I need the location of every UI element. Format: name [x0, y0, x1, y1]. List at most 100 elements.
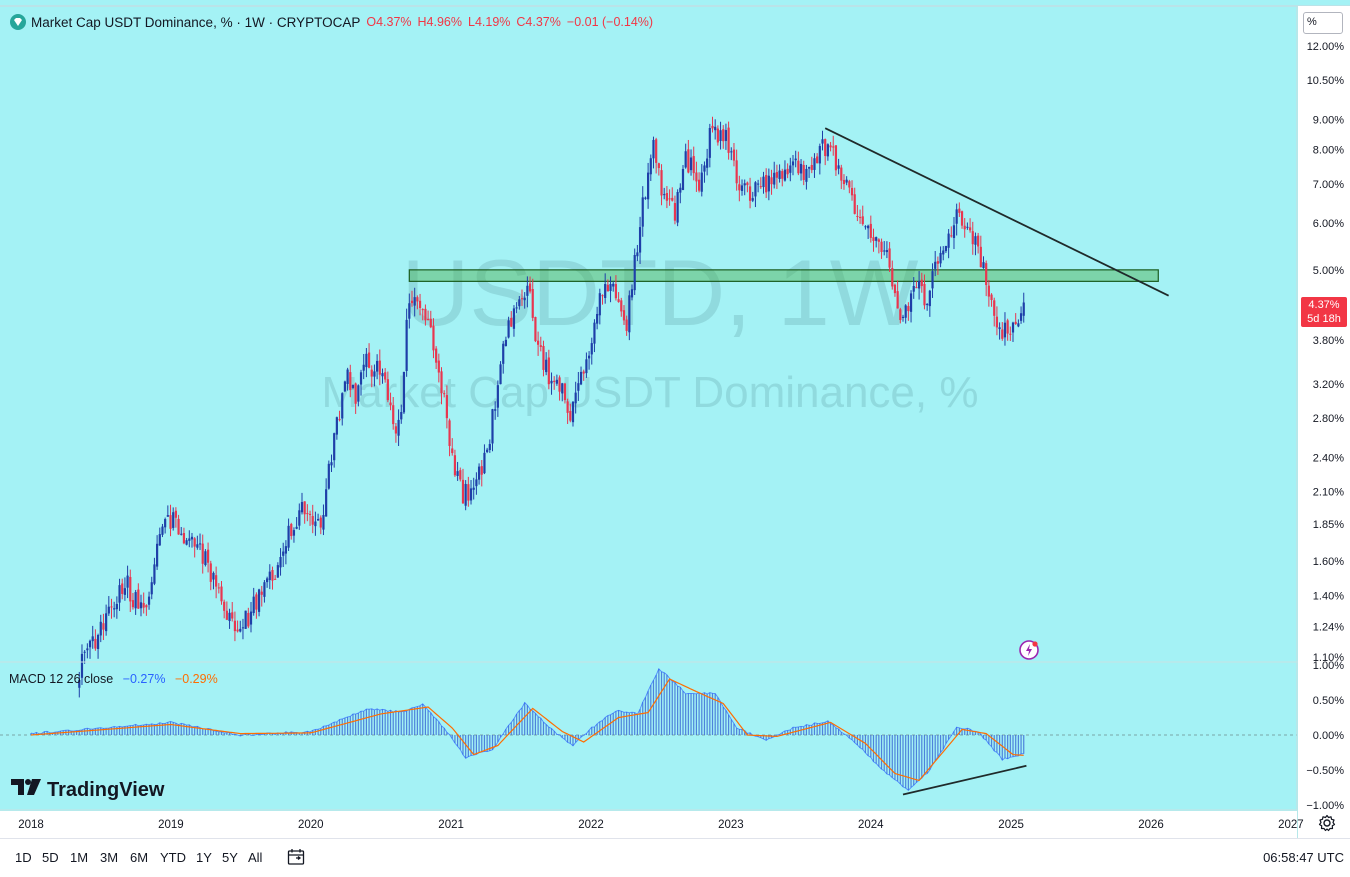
candle — [290, 522, 293, 540]
symbol-legend[interactable]: Market Cap USDT Dominance, % · 1W · CRYP… — [10, 14, 653, 30]
candle — [448, 418, 451, 457]
candle — [86, 643, 89, 659]
descending-trendline[interactable] — [824, 127, 1170, 297]
clock-utc[interactable]: 06:58:47 UTC — [1263, 850, 1344, 865]
candle — [958, 202, 961, 217]
macd-tick-label: −0.50% — [1306, 765, 1344, 777]
candle — [547, 349, 550, 390]
lightning-event-icon[interactable] — [1018, 639, 1040, 661]
candle — [649, 154, 652, 181]
candle — [381, 368, 384, 384]
candle — [88, 639, 92, 659]
candle — [842, 174, 846, 190]
resistance-zone[interactable] — [408, 269, 1159, 282]
bullish-divergence-line[interactable] — [902, 764, 1027, 796]
candle — [198, 533, 202, 551]
candle — [526, 276, 529, 308]
candle — [585, 352, 588, 378]
candle — [995, 306, 999, 336]
candle — [263, 580, 266, 603]
candle — [697, 172, 701, 193]
range-button-6m[interactable]: 6M — [130, 850, 149, 865]
scale-mode-toggle[interactable]: % — [1303, 12, 1343, 34]
candle — [778, 164, 781, 183]
candle — [413, 287, 416, 317]
macd-tick-label: 0.50% — [1313, 695, 1344, 707]
candle — [142, 592, 145, 614]
macd-tick-label: 0.00% — [1313, 730, 1344, 742]
candle — [901, 314, 905, 322]
candle — [145, 604, 148, 616]
candle — [416, 295, 419, 310]
price-tick-label: 1.85% — [1313, 519, 1344, 531]
range-button-ytd[interactable]: YTD — [160, 850, 186, 865]
candle — [990, 293, 993, 307]
candle — [732, 142, 736, 167]
candle — [528, 276, 532, 294]
candle — [783, 160, 787, 182]
range-button-3m[interactable]: 3M — [100, 850, 119, 865]
candle — [590, 337, 593, 365]
candle — [797, 151, 800, 176]
candle — [850, 180, 854, 201]
candle — [161, 523, 164, 538]
candle — [488, 439, 491, 453]
candle — [614, 275, 618, 301]
candle — [923, 274, 926, 310]
candle — [909, 290, 913, 323]
price-tick-label: 3.80% — [1313, 335, 1344, 347]
candle — [394, 423, 398, 443]
candle — [370, 365, 373, 388]
candle — [102, 613, 105, 641]
candle — [652, 136, 655, 169]
settings-gear-icon[interactable] — [1318, 814, 1336, 832]
candle — [80, 644, 84, 685]
candle — [507, 316, 510, 339]
candle — [971, 221, 974, 255]
range-button-5y[interactable]: 5Y — [222, 850, 238, 865]
candle — [915, 281, 918, 289]
candle — [934, 250, 937, 277]
range-button-1m[interactable]: 1M — [70, 850, 89, 865]
range-button-5d[interactable]: 5D — [42, 850, 59, 865]
macd-legend[interactable]: MACD 12 26 close −0.27% −0.29% — [9, 672, 218, 686]
candle — [316, 513, 320, 521]
candle — [354, 382, 357, 414]
candle — [424, 304, 427, 326]
candle — [397, 409, 400, 447]
macd-line — [30, 667, 1024, 792]
candle — [751, 191, 754, 203]
candle — [853, 187, 856, 215]
candle — [977, 232, 980, 254]
candle — [807, 166, 811, 178]
tradingview-logo[interactable]: TradingView — [11, 778, 164, 802]
trendline-layer[interactable] — [824, 127, 1170, 297]
candle — [91, 625, 94, 649]
candle — [789, 157, 792, 182]
price-tick-label: 2.80% — [1313, 413, 1344, 425]
candle — [279, 548, 282, 576]
candle — [638, 216, 642, 265]
candle — [453, 449, 457, 477]
candle — [300, 492, 304, 515]
candle — [206, 542, 210, 573]
candle — [257, 588, 261, 617]
candle — [239, 620, 242, 633]
candle — [303, 501, 306, 524]
candle — [681, 165, 685, 191]
range-button-all[interactable]: All — [248, 850, 263, 865]
price-tick-label: 5.00% — [1313, 265, 1344, 277]
candle — [891, 260, 894, 290]
candle — [287, 518, 290, 551]
calendar-goto-icon[interactable] — [287, 848, 305, 866]
candle — [188, 530, 191, 548]
range-button-1d[interactable]: 1D — [15, 850, 32, 865]
candle — [429, 310, 432, 329]
candle — [837, 158, 840, 175]
candle — [389, 392, 392, 411]
candle — [443, 390, 446, 398]
candle — [212, 571, 215, 590]
range-button-1y[interactable]: 1Y — [196, 850, 212, 865]
